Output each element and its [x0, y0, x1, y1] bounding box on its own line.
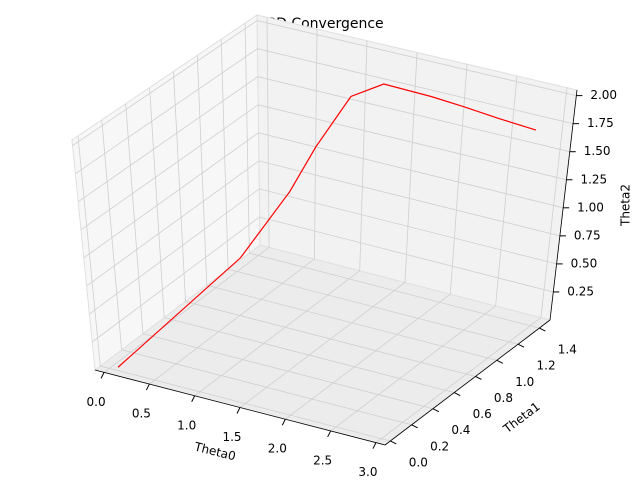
grid-line	[77, 135, 391, 442]
y-tick-label: 1.0	[515, 375, 534, 389]
y-tick	[411, 424, 418, 429]
y-tick	[453, 392, 461, 397]
y-tick	[517, 343, 525, 348]
z-tick-label: 0.75	[574, 228, 601, 242]
x-tick	[236, 407, 241, 414]
z-tick-label: 1.25	[580, 172, 607, 186]
grid-line	[91, 216, 554, 343]
y-tick	[432, 408, 440, 413]
grid-line	[77, 76, 570, 203]
x-tick	[327, 430, 332, 438]
grid-line	[149, 29, 318, 385]
x-tick	[191, 395, 196, 403]
grid-line	[330, 75, 518, 432]
x-tick	[281, 418, 286, 426]
y-tick	[496, 359, 503, 364]
z-axis	[549, 89, 578, 321]
x-tick	[372, 442, 377, 449]
y-tick-label: 1.2	[537, 359, 556, 373]
y-tick-label: 1.4	[558, 343, 577, 357]
z-tick-label: 1.00	[577, 200, 604, 214]
x-tick-label: 2.0	[268, 442, 287, 456]
grid-line	[83, 132, 564, 259]
z-tick-label: 1.50	[584, 144, 611, 158]
z-tick-label: 2.00	[590, 88, 617, 102]
z-axis-label: Theta2	[619, 184, 633, 227]
z-tick-label: 0.50	[571, 256, 598, 270]
y-tick-label: 0.2	[430, 439, 449, 453]
grid-line	[194, 40, 368, 397]
x-tick-label: 2.5	[313, 453, 332, 467]
x-tick-label: 0.0	[87, 395, 106, 409]
z-tick-label: 1.75	[587, 116, 614, 130]
pane-left	[71, 14, 261, 371]
grid-line	[125, 103, 434, 410]
grid-line	[86, 160, 560, 287]
grid-line	[196, 55, 497, 361]
grid-line	[72, 20, 577, 146]
data-line	[117, 83, 537, 368]
z-tick-label: 0.25	[567, 284, 594, 298]
x-tick-label: 0.5	[132, 407, 151, 421]
y-axis	[384, 319, 551, 446]
y-tick	[475, 376, 482, 380]
grid-line	[285, 64, 468, 420]
y-tick-label: 0.4	[451, 423, 470, 437]
grid-line	[173, 71, 476, 377]
x-axis	[94, 369, 386, 446]
grid-line	[75, 48, 574, 175]
y-tick	[390, 440, 397, 445]
grid-line	[80, 104, 567, 231]
grid-line	[89, 188, 557, 315]
x-tick	[145, 383, 150, 391]
grid-line	[244, 23, 540, 329]
y-tick-label: 0.6	[473, 407, 492, 421]
grid-line	[375, 87, 568, 444]
x-tick	[100, 372, 105, 379]
grid-line	[239, 52, 418, 408]
x-tick-label: 3.0	[358, 465, 377, 479]
y-tick-label: 0.8	[494, 391, 513, 405]
x-tick-label: 1.0	[177, 418, 196, 432]
y-tick	[539, 327, 546, 332]
grid-line	[101, 119, 412, 426]
grid-line	[149, 87, 455, 393]
y-tick-label: 0.0	[409, 455, 428, 469]
x-tick-label: 1.5	[222, 430, 241, 444]
